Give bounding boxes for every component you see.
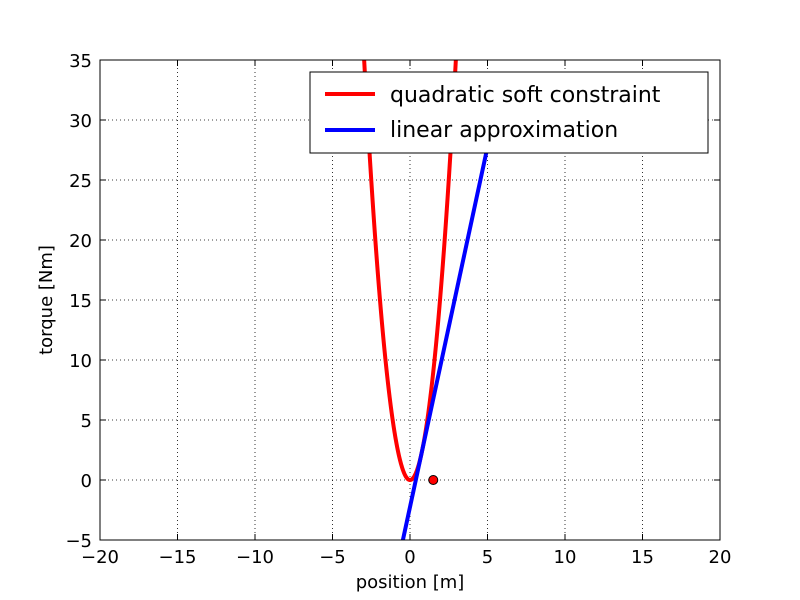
y-tick-label: 30 (69, 111, 92, 132)
x-tick-label: −5 (319, 547, 346, 568)
x-axis-label: position [m] (356, 572, 465, 593)
y-tick-label: 20 (69, 231, 92, 252)
series-line-linear (400, 110, 498, 540)
tick-labels: −20 −15 −10 −5 0 5 10 15 20 −5 0 5 10 15 20 25 30 35 (65, 51, 731, 568)
y-tick-label: 25 (69, 171, 92, 192)
x-tick-label: 10 (554, 547, 577, 568)
legend-label-quadratic: quadratic soft constraint (390, 83, 661, 108)
x-tick-label: 15 (631, 547, 654, 568)
y-tick-label: 0 (81, 471, 92, 492)
y-tick-label: 10 (69, 351, 92, 372)
y-tick-label: −5 (65, 531, 92, 552)
x-tick-label: 5 (482, 547, 493, 568)
tick-marks (99, 59, 721, 541)
x-tick-label: −15 (159, 547, 197, 568)
series-layer (362, 60, 498, 540)
legend-box (309, 71, 709, 154)
legend: quadratic soft constraint linear approxi… (309, 71, 709, 154)
point-layer (428, 475, 439, 485)
y-tick-label: 35 (69, 51, 92, 72)
x-tick-label: 0 (404, 547, 415, 568)
x-tick-label: 20 (709, 547, 732, 568)
x-tick-label: −10 (236, 547, 274, 568)
legend-label-linear: linear approximation (390, 118, 618, 143)
y-tick-label: 15 (69, 291, 92, 312)
data-point (428, 475, 439, 485)
series-line-quadratic (362, 60, 458, 482)
y-axis-label: torque [Nm] (36, 245, 57, 355)
x-tick-label: −20 (81, 547, 119, 568)
y-tick-label: 5 (81, 411, 92, 432)
